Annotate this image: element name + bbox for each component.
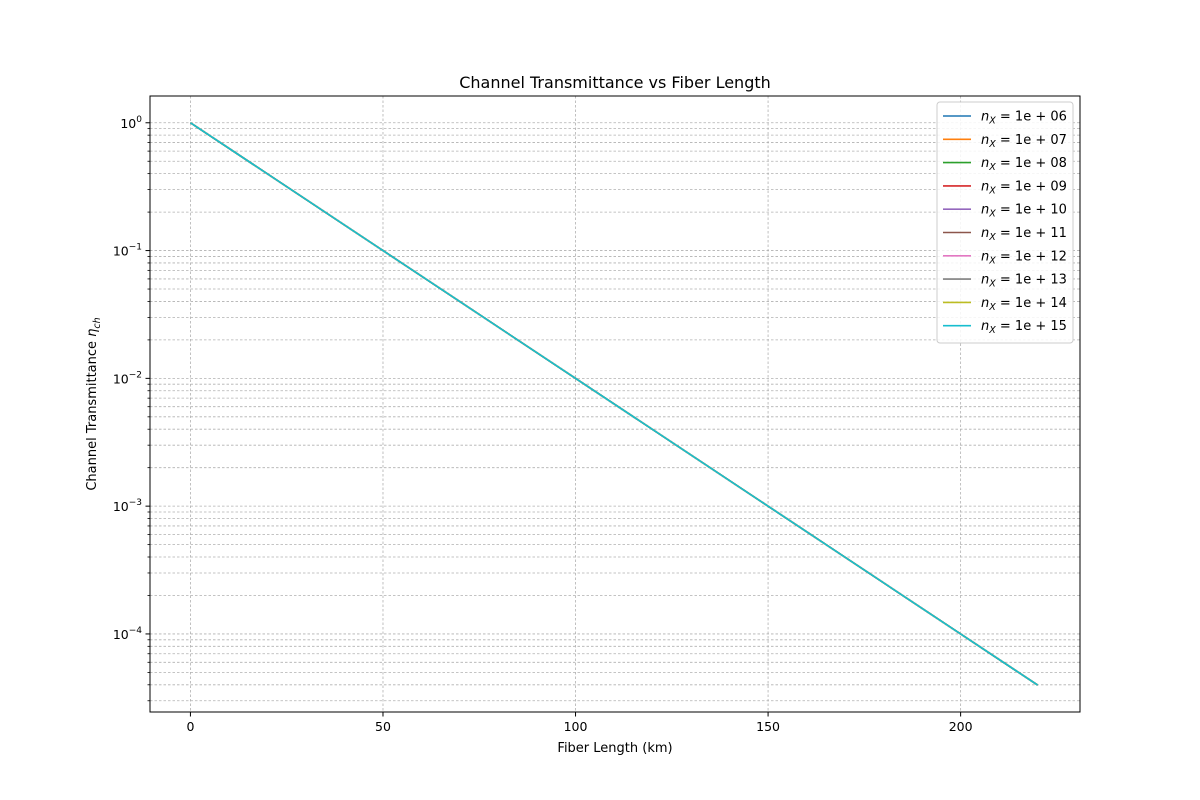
x-tick-label: 50	[375, 719, 391, 734]
legend-symbol: n	[981, 156, 989, 171]
legend-subscript: X	[988, 139, 996, 150]
legend-subscript: X	[988, 162, 996, 173]
legend-value: = 1e + 13	[996, 273, 1067, 288]
y-tick-base: 10	[120, 116, 136, 131]
y-tick-label: 10−2	[113, 370, 142, 386]
legend-value: = 1e + 10	[996, 203, 1067, 218]
legend-subscript: X	[988, 185, 996, 196]
y-tick-base: 10	[113, 499, 129, 514]
y-tick-label: 100	[120, 115, 142, 131]
y-tick-label: 10−3	[113, 498, 142, 514]
legend-symbol: n	[981, 273, 989, 288]
legend-label-4: nX = 1e + 09	[981, 179, 1067, 196]
legend-value: = 1e + 14	[996, 296, 1067, 311]
y-tick-base: 10	[113, 371, 129, 386]
x-tick-label: 150	[756, 719, 780, 734]
legend-subscript: X	[988, 279, 996, 290]
legend-label-8: nX = 1e + 13	[981, 273, 1067, 290]
legend-subscript: X	[988, 232, 996, 243]
legend-value: = 1e + 09	[996, 179, 1067, 194]
legend-value: = 1e + 06	[996, 110, 1067, 125]
x-tick-label: 100	[564, 719, 588, 734]
legend-label-10: nX = 1e + 15	[981, 319, 1067, 336]
y-axis-label-subscript: ch	[92, 317, 103, 328]
legend-label-2: nX = 1e + 07	[981, 133, 1067, 150]
legend-symbol: n	[981, 133, 989, 148]
legend-value: = 1e + 08	[996, 156, 1067, 171]
legend-label-6: nX = 1e + 11	[981, 226, 1067, 243]
x-tick-label: 0	[186, 719, 194, 734]
legend-value: = 1e + 12	[996, 249, 1067, 264]
legend-subscript: X	[988, 116, 996, 127]
y-axis-label-text: Channel Transmittance	[85, 337, 100, 491]
legend-symbol: n	[981, 203, 989, 218]
legend-symbol: n	[981, 179, 989, 194]
plot-frame	[149, 95, 1081, 713]
y-tick-base: 10	[113, 244, 129, 259]
legend-label-9: nX = 1e + 14	[981, 296, 1067, 313]
series-layer	[189, 122, 1039, 686]
legend-label-1: nX = 1e + 06	[981, 110, 1067, 127]
y-tick-label: 10−4	[113, 626, 142, 642]
series-line-10	[189, 122, 1039, 686]
y-axis-label-symbol: η	[85, 329, 100, 337]
grid-layer	[150, 96, 1080, 712]
y-tick-label: 10−1	[113, 243, 142, 259]
y-tick-exponent: −3	[129, 498, 142, 508]
legend-value: = 1e + 07	[996, 133, 1067, 148]
legend-subscript: X	[988, 209, 996, 220]
legend-symbol: n	[981, 319, 989, 334]
y-tick-exponent: −4	[129, 626, 143, 636]
chart-title: Channel Transmittance vs Fiber Length	[459, 73, 771, 92]
legend-symbol: n	[981, 249, 989, 264]
legend-subscript: X	[988, 255, 996, 266]
y-tick-exponent: 0	[136, 115, 142, 125]
legend-label-7: nX = 1e + 12	[981, 249, 1067, 266]
legend-subscript: X	[988, 302, 996, 313]
y-axis-label: Channel Transmittance ηch	[85, 317, 103, 490]
y-tick-exponent: −1	[129, 243, 142, 253]
x-axis-label: Fiber Length (km)	[557, 741, 672, 756]
legend-symbol: n	[981, 110, 989, 125]
legend-subscript: X	[988, 325, 996, 336]
legend-symbol: n	[981, 296, 989, 311]
y-tick-exponent: −2	[129, 370, 142, 380]
legend-value: = 1e + 11	[996, 226, 1067, 241]
legend-label-3: nX = 1e + 08	[981, 156, 1067, 173]
legend-label-5: nX = 1e + 10	[981, 203, 1067, 220]
legend-value: = 1e + 15	[996, 319, 1067, 334]
x-tick-label: 200	[949, 719, 973, 734]
y-tick-base: 10	[113, 627, 129, 642]
legend-symbol: n	[981, 226, 989, 241]
x-axis: 0 50 100 150 200	[186, 712, 973, 734]
